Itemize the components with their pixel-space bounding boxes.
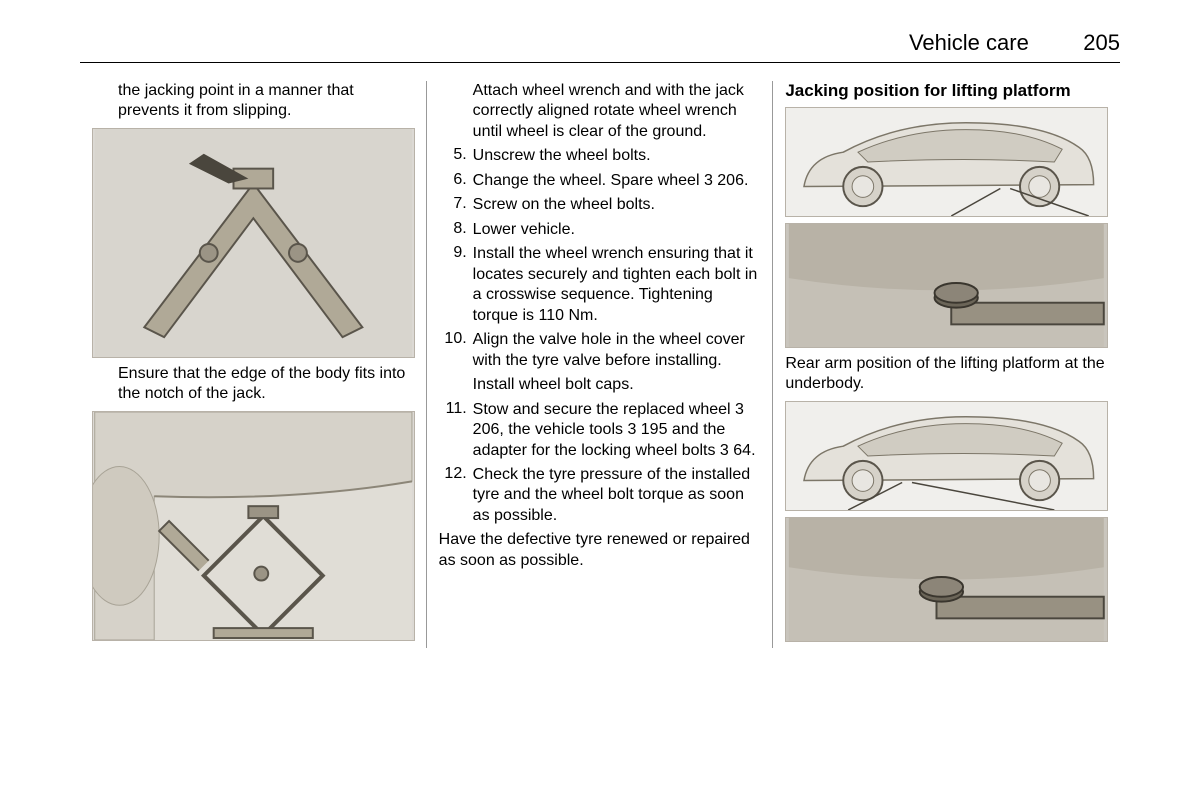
step-num: 7. (439, 195, 473, 215)
step-num: 6. (439, 171, 473, 191)
content-columns: the jacking point in a manner that preve… (80, 81, 1120, 648)
illustration-jack-under-car (92, 411, 415, 641)
section-title: Vehicle care (909, 30, 1029, 56)
col3-heading: Jacking position for lifting platform (785, 81, 1108, 101)
step-text: Lower vehicle. (473, 220, 762, 240)
step-text: Stow and secure the replaced wheel 3 206… (473, 400, 762, 461)
column-2: Attach wheel wrench and with the jack co… (427, 81, 774, 648)
step-text: Change the wheel. Spare wheel 3 206. (473, 171, 762, 191)
step-12: 12. Check the tyre pressure of the insta… (439, 465, 762, 526)
illustration-car-side-rear (785, 107, 1108, 217)
step-8: 8. Lower vehicle. (439, 220, 762, 240)
step6-prefix: Change the wheel. Spare wheel (473, 172, 704, 189)
step-10: 10. Align the valve hole in the wheel co… (439, 330, 762, 371)
col2-attach: Attach wheel wrench and with the jack co… (439, 81, 762, 142)
step-num: 11. (439, 400, 473, 461)
reference-link: 3 206. (704, 172, 748, 189)
step-text: Align the valve hole in the wheel cover … (473, 330, 762, 371)
step-9: 9. Install the wheel wrench ensuring tha… (439, 244, 762, 326)
column-1: the jacking point in a manner that preve… (80, 81, 427, 648)
illustration-lift-arm-front (785, 517, 1108, 642)
page-number: 205 (1083, 30, 1120, 56)
step-10b: Install wheel bolt caps. (439, 375, 762, 395)
column-3: Jacking position for lifting platform (773, 81, 1120, 648)
step-num: 10. (439, 330, 473, 371)
illustration-jack-notch (92, 128, 415, 358)
col1-text-1: the jacking point in a manner that preve… (92, 81, 415, 122)
illustration-lift-arm-rear (785, 223, 1108, 348)
step-6: 6. Change the wheel. Spare wheel 3 206. (439, 171, 762, 191)
step-text: Screw on the wheel bolts. (473, 195, 762, 215)
page-header: Vehicle care 205 (80, 30, 1120, 63)
col3-caption-1: Rear arm position of the lifting platfor… (785, 354, 1108, 395)
step-7: 7. Screw on the wheel bolts. (439, 195, 762, 215)
illustration-car-side-front (785, 401, 1108, 511)
step-text: Check the tyre pressure of the installed… (473, 465, 762, 526)
step-num: 8. (439, 220, 473, 240)
col1-text-2: Ensure that the edge of the body fits in… (92, 364, 415, 405)
step-text: Install the wheel wrench ensuring that i… (473, 244, 762, 326)
col2-end: Have the defective tyre renewed or repai… (439, 530, 762, 571)
step-5: 5. Unscrew the wheel bolts. (439, 146, 762, 166)
step-num: 9. (439, 244, 473, 326)
step-11: 11. Stow and secure the replaced wheel 3… (439, 400, 762, 461)
step-text: Unscrew the wheel bolts. (473, 146, 762, 166)
step-num: 5. (439, 146, 473, 166)
step-num: 12. (439, 465, 473, 526)
